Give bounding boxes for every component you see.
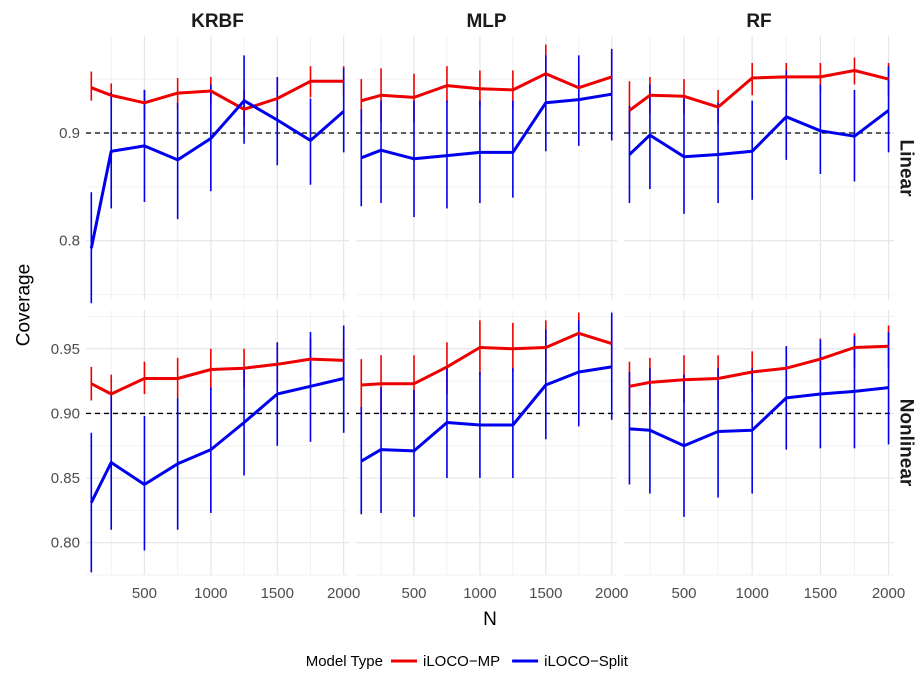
y-tick-label: 0.90 (51, 405, 80, 422)
x-axis-title: N (483, 609, 497, 630)
row-strip-label: Nonlinear (896, 399, 917, 487)
x-tick-label: 500 (132, 585, 157, 602)
x-tick-label: 2000 (327, 585, 360, 602)
x-tick-label: 2000 (595, 585, 628, 602)
y-tick-label: 0.80 (51, 535, 80, 552)
panel-linear-rf-background (624, 36, 894, 300)
column-strip-label: RF (746, 11, 771, 32)
column-strip-label: KRBF (191, 11, 244, 32)
y-tick-label: 0.8 (59, 233, 80, 250)
legend-label: iLOCO−MP (423, 653, 500, 670)
panel-linear-mlp-background (356, 36, 617, 300)
panel-linear-krbf-background (86, 36, 349, 300)
y-tick-label: 0.9 (59, 125, 80, 142)
x-tick-label: 500 (671, 585, 696, 602)
x-tick-label: 1500 (261, 585, 294, 602)
column-strip-label: MLP (466, 11, 506, 32)
panel-nonlinear-mlp-background (356, 310, 617, 575)
x-tick-label: 1500 (529, 585, 562, 602)
y-tick-label: 0.85 (51, 470, 80, 487)
legend-title: Model Type (306, 653, 383, 670)
x-tick-label: 1000 (194, 585, 227, 602)
x-tick-label: 1000 (463, 585, 496, 602)
y-tick-label: 0.95 (51, 341, 80, 358)
x-tick-label: 1500 (804, 585, 837, 602)
row-strip-label: Linear (896, 139, 917, 197)
x-tick-label: 500 (401, 585, 426, 602)
legend-label: iLOCO−Split (544, 653, 629, 670)
y-axis-title: Coverage (14, 264, 35, 346)
x-tick-label: 1000 (735, 585, 768, 602)
x-tick-label: 2000 (872, 585, 905, 602)
panel-nonlinear-rf-background (624, 310, 894, 575)
